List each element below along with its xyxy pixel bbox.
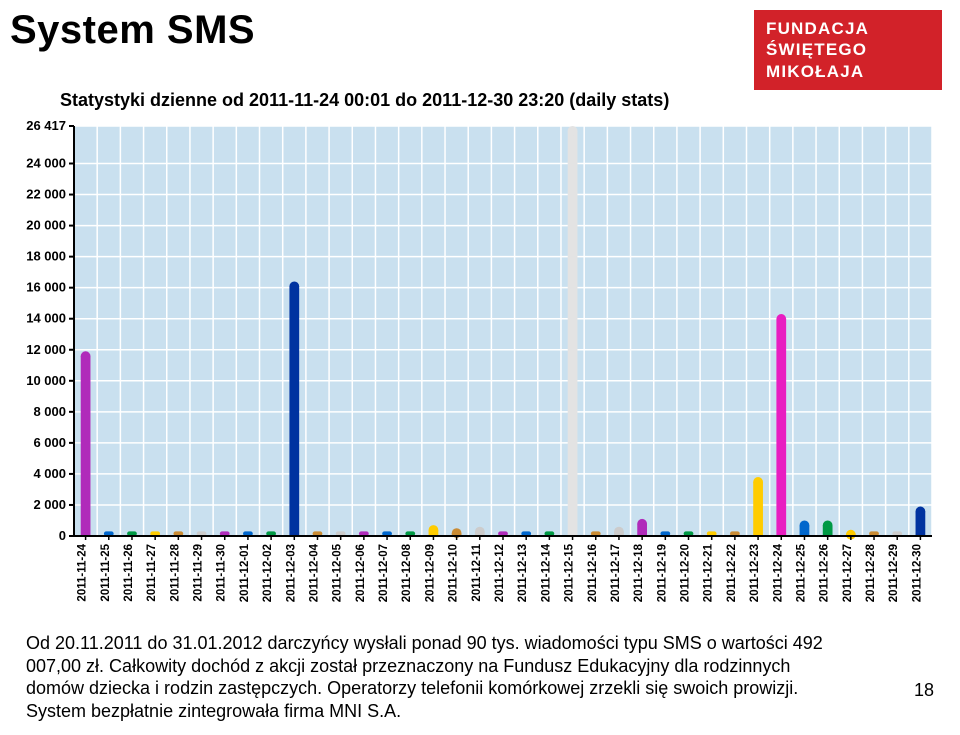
svg-text:2011-12-24: 2011-12-24 xyxy=(772,543,784,602)
svg-text:20 000: 20 000 xyxy=(26,218,66,233)
svg-text:2011-12-07: 2011-12-07 xyxy=(378,544,390,602)
svg-text:12 000: 12 000 xyxy=(26,342,66,357)
page-number: 18 xyxy=(914,680,934,701)
svg-text:8 000: 8 000 xyxy=(33,404,66,419)
svg-text:2011-11-25: 2011-11-25 xyxy=(100,543,112,601)
bar-chart-svg: 0 2 000 4 000 6 000 8 000 10 000 12 000 14 000 1… xyxy=(18,120,938,620)
brand-line-3: MIKOŁAJA xyxy=(766,61,930,82)
svg-text:2011-12-29: 2011-12-29 xyxy=(888,544,900,602)
page-title: System SMS xyxy=(10,8,255,53)
svg-text:16 000: 16 000 xyxy=(26,280,66,295)
svg-text:2011-12-28: 2011-12-28 xyxy=(865,543,877,602)
svg-text:2011-11-30: 2011-11-30 xyxy=(216,544,228,602)
svg-text:2011-12-18: 2011-12-18 xyxy=(633,543,645,602)
svg-text:2011-12-26: 2011-12-26 xyxy=(819,544,831,602)
svg-text:0: 0 xyxy=(59,528,66,543)
svg-text:2011-12-16: 2011-12-16 xyxy=(587,544,599,602)
svg-text:2011-11-24: 2011-11-24 xyxy=(77,543,89,601)
svg-text:2011-11-28: 2011-11-28 xyxy=(169,543,181,601)
svg-text:2011-12-03: 2011-12-03 xyxy=(285,544,297,602)
svg-text:2011-12-10: 2011-12-10 xyxy=(448,544,460,602)
brand-line-2: ŚWIĘTEGO xyxy=(766,39,930,60)
svg-text:2011-12-22: 2011-12-22 xyxy=(726,544,738,602)
svg-text:2011-11-26: 2011-11-26 xyxy=(123,544,135,602)
svg-text:2011-12-17: 2011-12-17 xyxy=(610,544,622,602)
svg-text:2 000: 2 000 xyxy=(33,497,66,512)
svg-text:2011-12-04: 2011-12-04 xyxy=(308,543,320,602)
bar-chart: 0 2 000 4 000 6 000 8 000 10 000 12 000 14 000 1… xyxy=(18,120,938,620)
chart-title: Statystyki dzienne od 2011-11-24 00:01 d… xyxy=(60,90,669,111)
svg-text:6 000: 6 000 xyxy=(33,435,66,450)
svg-text:2011-12-14: 2011-12-14 xyxy=(540,543,552,602)
svg-text:4 000: 4 000 xyxy=(33,466,66,481)
svg-text:2011-12-13: 2011-12-13 xyxy=(517,544,529,602)
svg-text:2011-12-20: 2011-12-20 xyxy=(680,544,692,602)
svg-text:24 000: 24 000 xyxy=(26,156,66,171)
svg-text:14 000: 14 000 xyxy=(26,311,66,326)
svg-text:2011-12-05: 2011-12-05 xyxy=(332,543,344,602)
svg-text:10 000: 10 000 xyxy=(26,373,66,388)
svg-text:2011-12-06: 2011-12-06 xyxy=(355,544,367,602)
svg-text:2011-12-30: 2011-12-30 xyxy=(911,544,923,602)
svg-text:2011-12-08: 2011-12-08 xyxy=(401,543,413,602)
svg-text:22 000: 22 000 xyxy=(26,187,66,202)
svg-text:2011-12-15: 2011-12-15 xyxy=(564,543,576,602)
svg-text:2011-12-09: 2011-12-09 xyxy=(424,544,436,602)
svg-text:2011-12-12: 2011-12-12 xyxy=(494,544,506,602)
svg-text:2011-12-01: 2011-12-01 xyxy=(239,543,251,602)
brand-logo: FUNDACJA ŚWIĘTEGO MIKOŁAJA xyxy=(754,10,942,90)
svg-text:2011-12-27: 2011-12-27 xyxy=(842,544,854,602)
svg-text:26 417: 26 417 xyxy=(26,120,66,133)
svg-text:2011-11-27: 2011-11-27 xyxy=(146,544,158,602)
brand-line-1: FUNDACJA xyxy=(766,18,930,39)
svg-text:2011-12-23: 2011-12-23 xyxy=(749,544,761,602)
svg-text:2011-12-21: 2011-12-21 xyxy=(703,543,715,602)
svg-text:2011-12-25: 2011-12-25 xyxy=(795,543,807,602)
svg-text:2011-12-11: 2011-12-11 xyxy=(471,543,483,601)
svg-text:2011-12-19: 2011-12-19 xyxy=(656,544,668,602)
svg-text:2011-12-02: 2011-12-02 xyxy=(262,544,274,602)
description-paragraph: Od 20.11.2011 do 31.01.2012 darczyńcy wy… xyxy=(26,632,846,722)
svg-text:18 000: 18 000 xyxy=(26,249,66,264)
svg-text:2011-11-29: 2011-11-29 xyxy=(193,544,205,602)
